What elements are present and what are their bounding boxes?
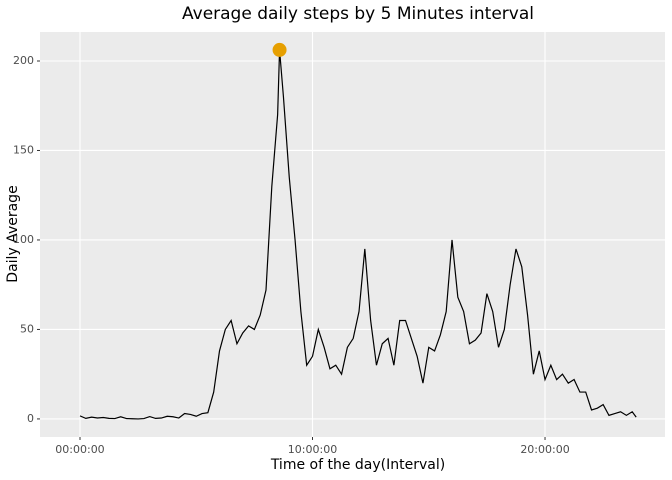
x-tick-label: 20:00:00 xyxy=(520,443,569,456)
y-axis-title: Daily Average xyxy=(5,185,21,282)
y-tick-label: 150 xyxy=(13,143,34,156)
y-tick-label: 200 xyxy=(13,54,34,67)
y-tick-label: 0 xyxy=(27,412,34,425)
max-point xyxy=(272,42,287,57)
x-tick-label: 10:00:00 xyxy=(288,443,337,456)
panel xyxy=(40,32,665,437)
x-axis-title: Time of the day(Interval) xyxy=(270,457,445,473)
x-tick-label: 00:00:00 xyxy=(55,443,104,456)
chart-title: Average daily steps by 5 Minutes interva… xyxy=(182,4,534,24)
line xyxy=(79,49,637,420)
y-tick-label: 50 xyxy=(20,322,34,335)
y-tick-label: 100 xyxy=(13,233,34,246)
